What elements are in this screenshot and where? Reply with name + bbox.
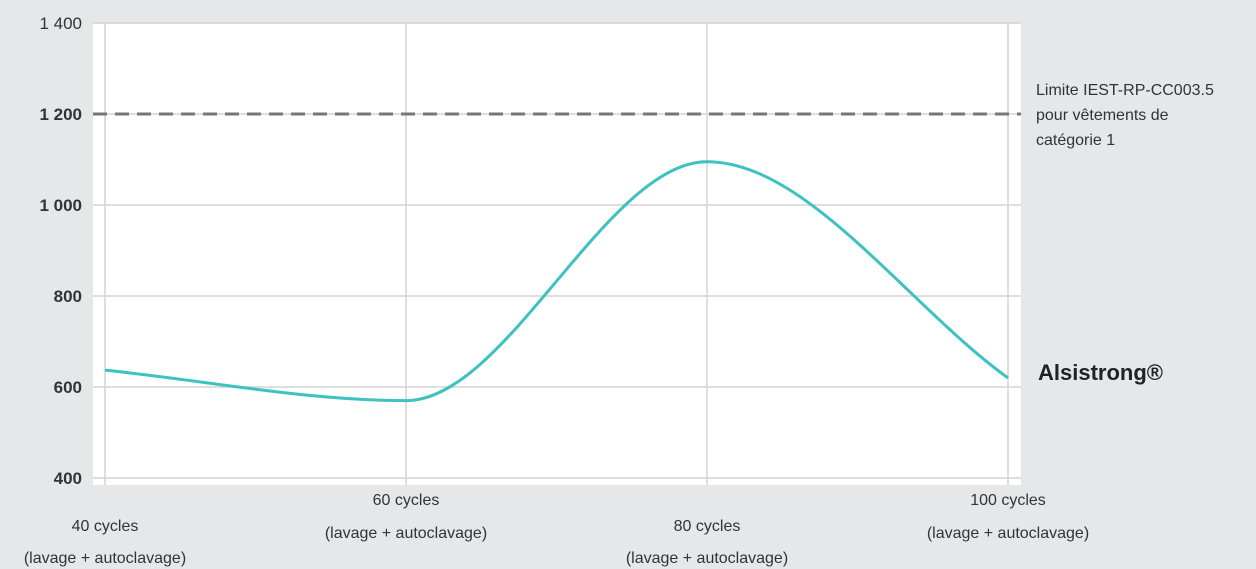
x-axis-tick-labels: 40 cycles (lavage + autoclavage) 60 cycles… [24,492,1089,567]
x-tick-sublabel-60: (lavage + autoclavage) [325,525,487,542]
y-axis-tick-labels: 400 600 800 1 000 1 200 1 400 [39,14,82,488]
x-tick-sublabel-40: (lavage + autoclavage) [24,550,186,567]
x-tick-sublabel-80: (lavage + autoclavage) [626,550,788,567]
x-tick-label-40: 40 cycles [72,518,139,535]
series-label-alsistrong: Alsistrong® [1038,360,1163,385]
series-line-alsistrong [104,160,1009,403]
y-tick-label-400: 400 [54,469,82,488]
x-tick-label-80: 80 cycles [674,518,741,535]
reference-label-line-1: Limite IEST-RP-CC003.5 [1036,82,1214,99]
y-tick-label-1000: 1 000 [39,196,82,215]
y-tick-label-1200: 1 200 [39,105,82,124]
reference-label-line-2: pour vêtements de [1036,107,1169,124]
y-tick-label-1400: 1 400 [39,14,82,33]
x-tick-sublabel-100: (lavage + autoclavage) [927,525,1089,542]
x-tick-label-100: 100 cycles [970,492,1046,509]
y-tick-label-800: 800 [54,287,82,306]
y-tick-label-600: 600 [54,378,82,397]
x-tick-label-60: 60 cycles [373,492,440,509]
reference-label-line-3: catégorie 1 [1036,132,1116,149]
plot-area [93,23,1021,485]
grid-lines [93,22,1021,485]
reference-line-label: Limite IEST-RP-CC003.5 pour vêtements de… [1036,78,1256,153]
